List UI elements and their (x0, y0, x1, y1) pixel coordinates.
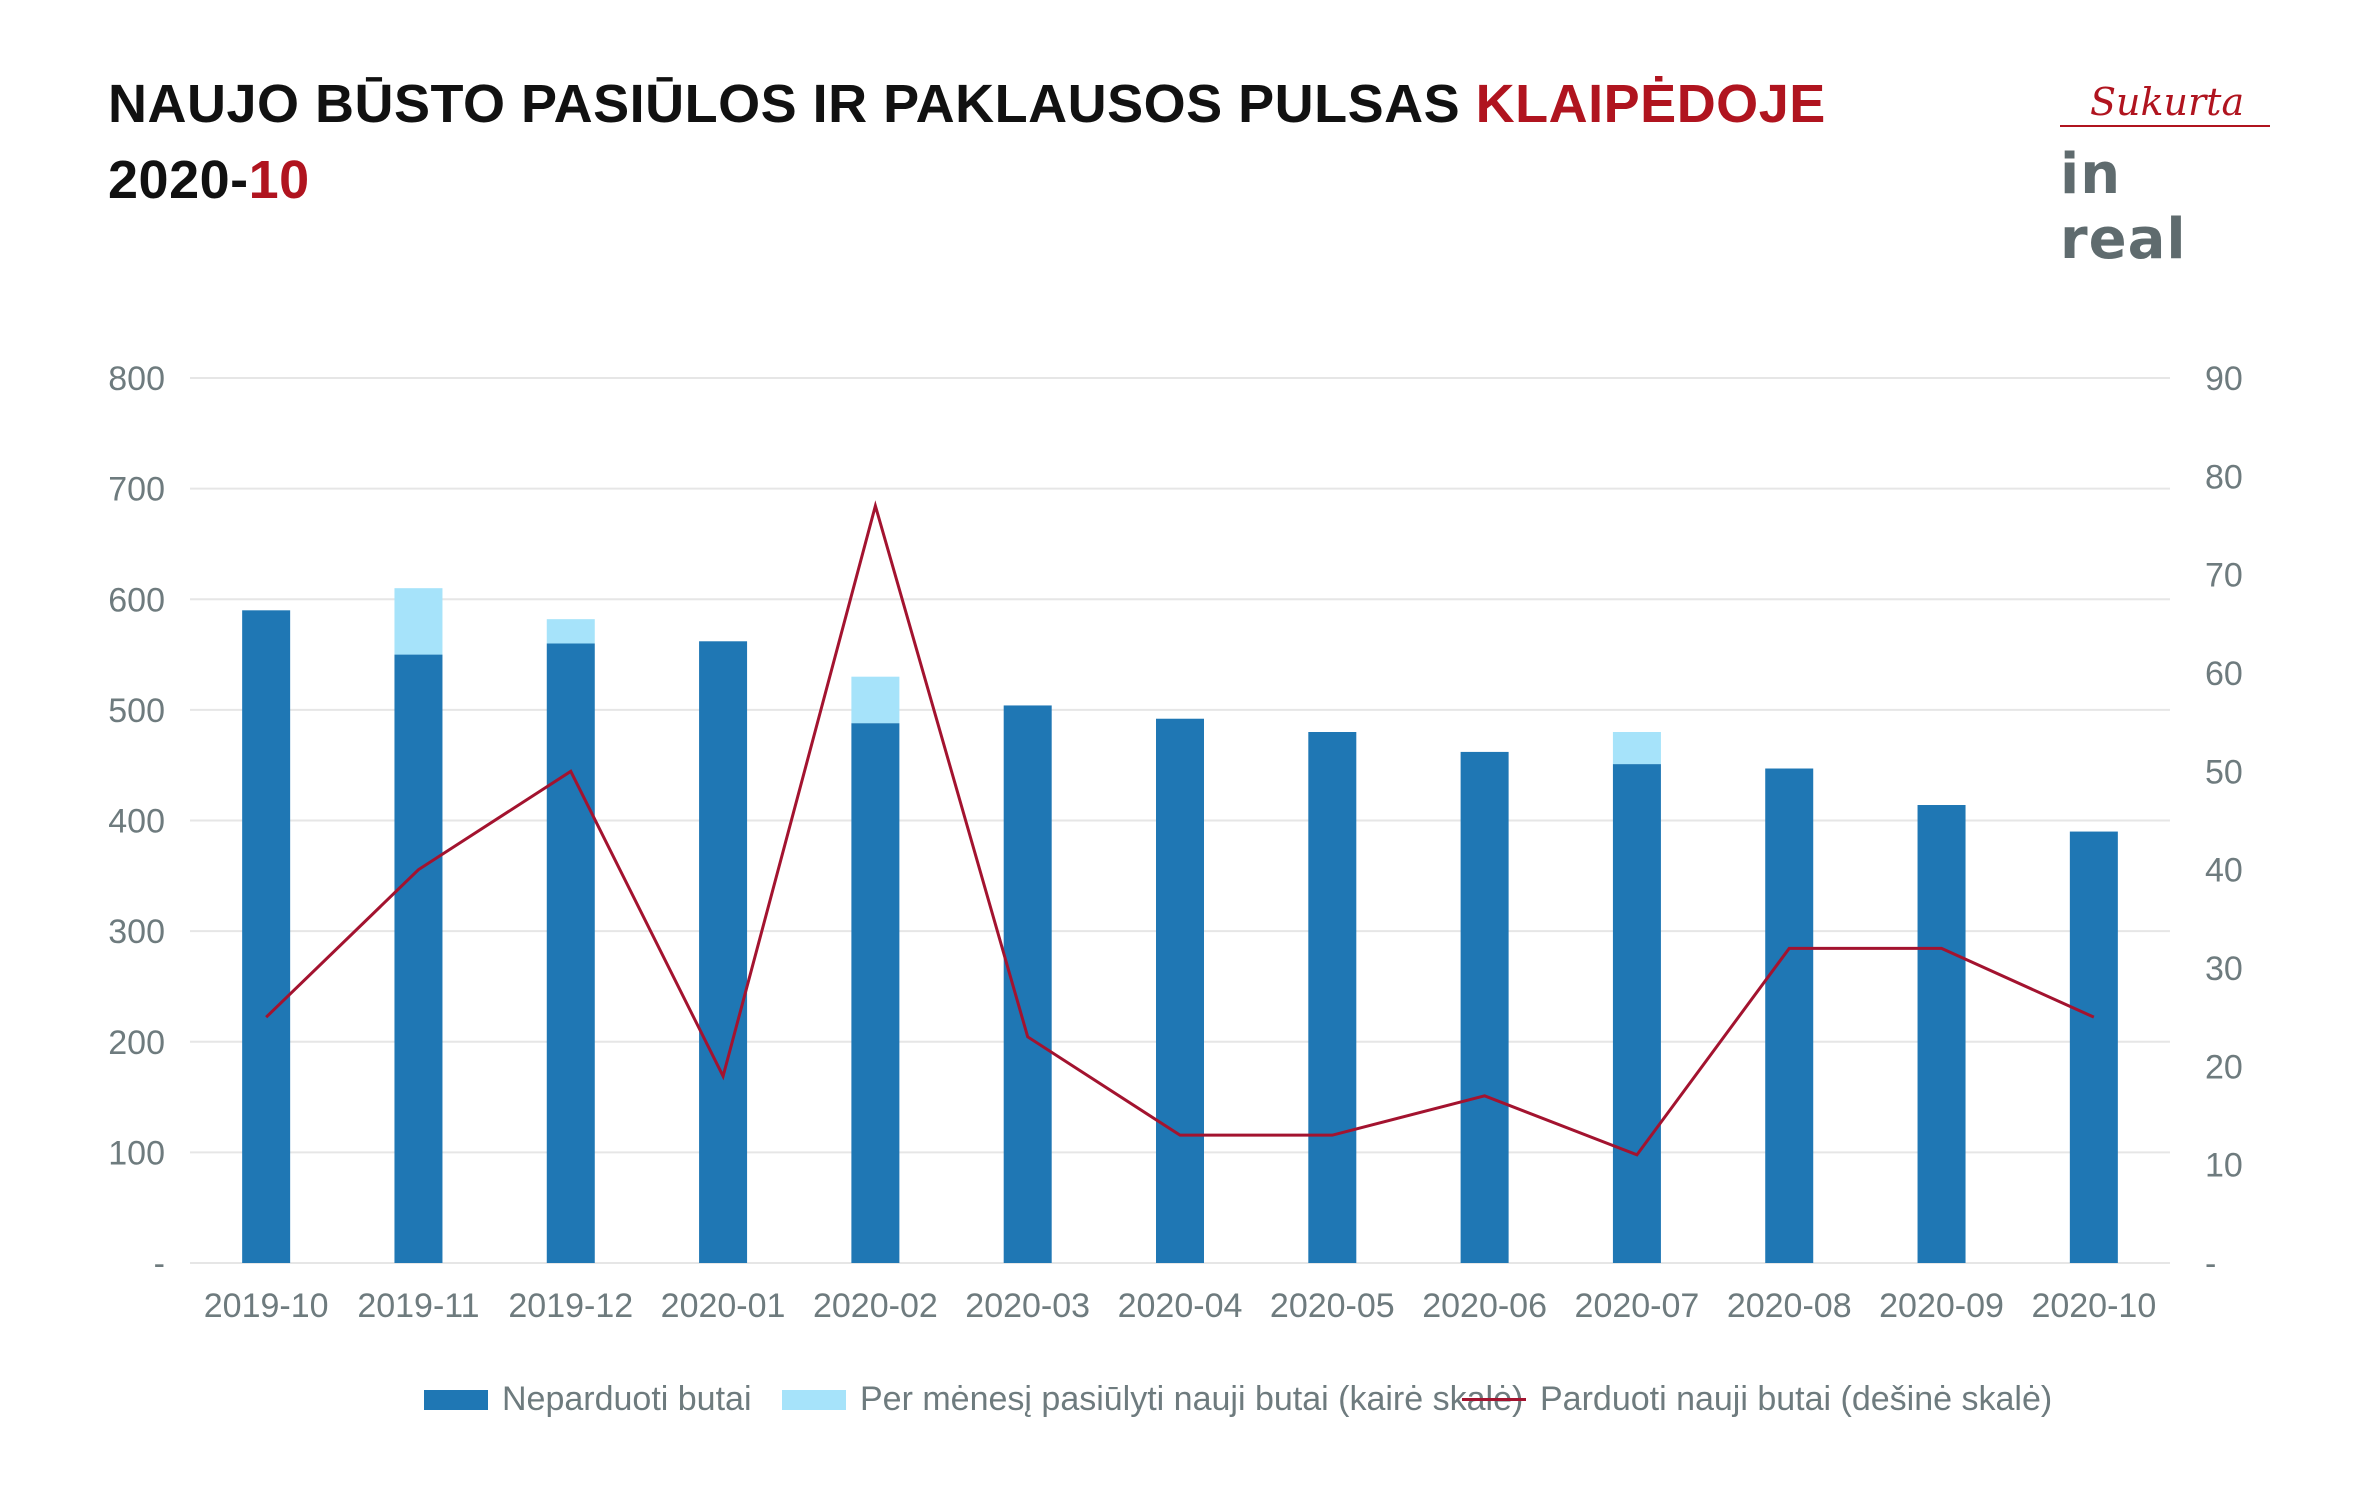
right-axis-tick-label: - (2205, 1245, 2216, 1283)
title-period-prefix: 2020- (108, 150, 249, 210)
right-axis-tick-label: 30 (2205, 950, 2243, 988)
title-main-text: NAUJO BŪSTO PASIŪLOS IR PAKLAUSOS PULSAS (108, 74, 1461, 134)
left-axis-tick-label: 800 (108, 360, 165, 398)
x-axis-tick-label: 2019-12 (508, 1287, 633, 1325)
title-line-1: NAUJO BŪSTO PASIŪLOS IR PAKLAUSOS PULSAS… (108, 66, 1826, 142)
right-axis-tick-label: 10 (2205, 1147, 2243, 1185)
right-axis-tick-label: 80 (2205, 458, 2243, 496)
right-axis-tick-label: 70 (2205, 557, 2243, 595)
left-axis-tick-label: 300 (108, 913, 165, 951)
bar-unsold (1308, 732, 1357, 1263)
right-axis-tick-label: 90 (2205, 360, 2243, 398)
left-axis-tick-label: 700 (108, 471, 165, 509)
title-line-2: 2020-10 (108, 142, 1826, 218)
x-axis-tick-label: 2019-11 (357, 1287, 479, 1325)
bar-unsold (1917, 805, 1966, 1263)
bar-offered (394, 588, 443, 655)
left-axis-tick-label: - (154, 1245, 165, 1283)
right-axis-tick-label: 50 (2205, 753, 2243, 791)
legend-label-offered: Per mėnesį pasiūlyti nauji butai (kairė … (860, 1380, 1524, 1418)
x-axis-tick-label: 2019-10 (204, 1287, 329, 1325)
logo-underline (2060, 125, 2270, 127)
left-axis-tick-label: 600 (108, 581, 165, 619)
left-axis-tick-label: 400 (108, 803, 165, 841)
bar-unsold (1460, 751, 1509, 1263)
inreal-logo: Sukurta in real (2040, 80, 2270, 272)
x-axis-tick-label: 2020-05 (1270, 1287, 1395, 1325)
bar-unsold (242, 610, 291, 1263)
bar-unsold (1612, 764, 1661, 1263)
bar-unsold (546, 643, 595, 1263)
x-axis-tick-label: 2020-07 (1575, 1287, 1700, 1325)
x-axis-tick-label: 2020-03 (965, 1287, 1090, 1325)
x-axis-tick-label: 2020-10 (2031, 1287, 2156, 1325)
logo-sukurta-text: Sukurta (2090, 80, 2245, 124)
line-sold (265, 500, 2095, 1157)
legend-swatch-unsold (424, 1389, 488, 1410)
x-axis-tick-label: 2020-04 (1118, 1287, 1243, 1325)
bar-offered (851, 676, 900, 724)
x-axis-tick-label: 2020-08 (1727, 1287, 1852, 1325)
x-axis-tick-label: 2020-06 (1422, 1287, 1547, 1325)
bar-unsold (699, 641, 748, 1263)
legend-label-sold: Parduoti nauji butai (dešinė skalė) (1540, 1380, 2053, 1418)
right-axis-tick-label: 60 (2205, 655, 2243, 693)
legend-swatch-sold (1462, 1398, 1526, 1401)
bar-unsold (1156, 718, 1204, 1263)
x-axis-tick-label: 2020-02 (813, 1287, 938, 1325)
x-axis-tick-label: 2020-01 (661, 1287, 786, 1325)
bar-offered (546, 619, 595, 644)
bar-unsold (1765, 768, 1814, 1263)
bar-unsold (2069, 831, 2118, 1263)
bar-unsold (851, 723, 900, 1263)
legend-item-unsold: Neparduoti butai (424, 1380, 752, 1419)
chart-title: NAUJO BŪSTO PASIŪLOS IR PAKLAUSOS PULSAS… (108, 66, 1826, 218)
left-axis-tick-label: 500 (108, 692, 165, 730)
legend-item-offered: Per mėnesį pasiūlyti nauji butai (kairė … (782, 1380, 1523, 1419)
left-axis-tick-label: 100 (108, 1134, 165, 1172)
bar-offered (1612, 732, 1661, 765)
logo-brand-text: in real (2060, 142, 2187, 272)
right-axis-tick-label: 20 (2205, 1048, 2243, 1086)
bar-unsold (394, 654, 443, 1263)
left-axis-tick-label: 200 (108, 1024, 165, 1062)
title-period-month: 10 (248, 150, 310, 210)
legend-swatch-offered (782, 1389, 846, 1410)
legend-item-sold: Parduoti nauji butai (dešinė skalė) (1462, 1380, 2052, 1419)
title-city: KLAIPĖDOJE (1475, 74, 1826, 134)
x-axis-tick-label: 2020-09 (1879, 1287, 2004, 1325)
chart-legend: Neparduoti butai Per mėnesį pasiūlyti na… (0, 1380, 2371, 1430)
right-axis-tick-label: 40 (2205, 852, 2243, 890)
legend-label-unsold: Neparduoti butai (502, 1380, 752, 1418)
bar-unsold (1003, 705, 1052, 1263)
